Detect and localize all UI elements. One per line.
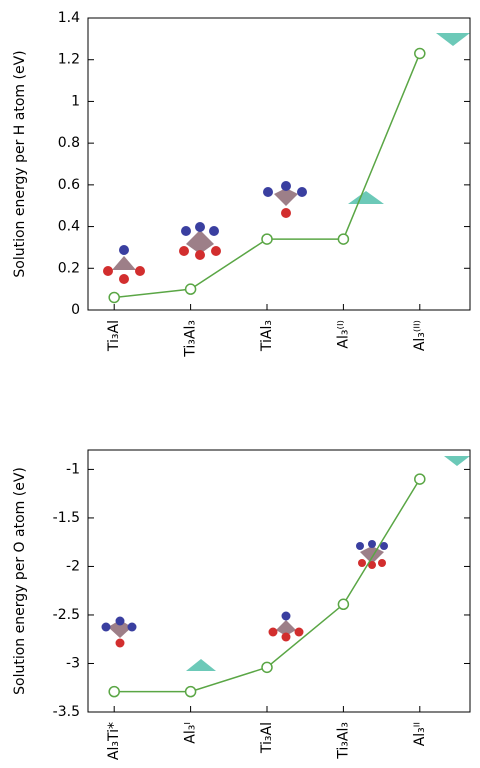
x-tick-label: Al₃Ti* — [106, 722, 122, 760]
y-tick-label: 1.4 — [58, 10, 80, 26]
y-tick-label: -3.5 — [53, 704, 80, 720]
plot-frame — [88, 18, 470, 310]
x-tick-label: Al₃⁽ᴵᴵ⁾ — [412, 320, 428, 351]
x-tick-label: Al₃⁽ᴵ⁾ — [335, 320, 351, 349]
series-line — [114, 479, 420, 692]
y-tick-label: -3 — [66, 655, 80, 671]
data-point — [186, 284, 196, 294]
data-point — [415, 474, 425, 484]
data-point — [338, 234, 348, 244]
data-point — [262, 234, 272, 244]
x-tick-label: Ti₃Al₃ — [183, 320, 199, 358]
x-tick-label: TiAl₃ — [259, 320, 275, 352]
x-tick-label: Al₃ᴵᴵ — [412, 722, 428, 746]
y-tick-label: 0.6 — [58, 177, 80, 193]
y-tick-label: -2 — [66, 558, 80, 574]
series-line — [114, 53, 420, 297]
y-tick-label: -1.5 — [53, 510, 80, 526]
x-tick-label: Ti₃Al — [259, 722, 275, 754]
decoration — [103, 33, 470, 284]
figure: 0 0.2 0.4 0.6 0.8 1 1.2 1.4 Solution energy per … — [0, 0, 480, 768]
x-tick-label: Ti₃Al₃ — [335, 722, 351, 760]
y-axis-title: Solution energy per O atom (eV) — [12, 467, 28, 695]
data-point — [338, 599, 348, 609]
data-point — [186, 687, 196, 697]
y-tick-label: 0.2 — [58, 260, 80, 276]
x-tick-label: Ti₃Al — [106, 320, 122, 352]
y-tick-label: 0 — [71, 302, 80, 318]
data-point — [109, 292, 119, 302]
data-point — [415, 48, 425, 58]
x-tick-label: Al₃ᴵ — [183, 722, 199, 744]
y-tick-label: -2.5 — [53, 607, 80, 623]
y-tick-label: -1 — [66, 461, 80, 477]
data-point — [109, 687, 119, 697]
data-point — [262, 662, 272, 672]
y-axis-title: Solution energy per H atom (eV) — [12, 50, 28, 277]
y-tick-label: 0.4 — [58, 219, 80, 235]
y-tick-label: 1 — [71, 93, 80, 109]
page: {"chart_data": [ {"type": "line", "ylabe… — [0, 0, 480, 768]
plot-frame — [88, 450, 470, 712]
y-tick-label: 1.2 — [58, 52, 80, 68]
y-tick-label: 0.8 — [58, 135, 80, 151]
